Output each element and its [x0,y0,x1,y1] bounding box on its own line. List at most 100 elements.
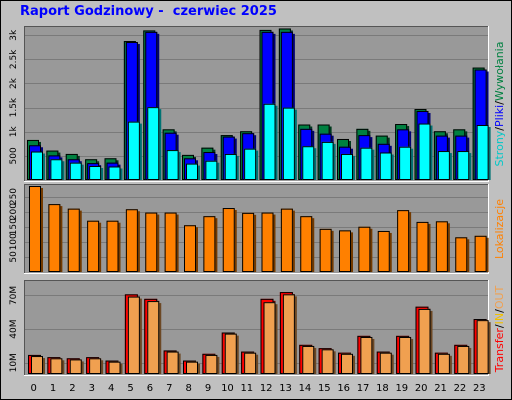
bar-transfer-out-shadow [314,347,317,374]
bar-requests-strony [186,163,200,180]
bar-requests-strony [302,146,317,181]
legend-entry: / [493,127,506,131]
y-tick-label-requests: 3k [9,29,19,41]
bar-transfer-out [31,356,45,374]
bar-transfer-out-edge [224,333,237,374]
legend-requests: Strony/Pliki/Wywołania [493,42,506,167]
bar-locations-lokalizacje-fill [125,209,138,272]
bar-requests-pliki-shadow [292,33,295,180]
bar-locations-lokalizacje-shadow [331,230,334,272]
bar-locations-lokalizacje-shadow [196,227,198,272]
bar-requests-strony-shadow [217,162,220,180]
bar-locations-lokalizacje-edge [455,237,468,273]
legend-locations: Lokalizacje [493,199,506,259]
bar-requests-strony [224,153,239,180]
bar-locations-lokalizacje [203,216,218,273]
bar-transfer-out-fill [69,359,82,374]
bar-transfer-out-fill [302,345,315,374]
bar-locations-lokalizacje [67,208,82,272]
bar-transfer-out-shadow [101,360,104,374]
bar-locations-lokalizacje [164,212,179,272]
y-tick-label-requests: 1k [9,125,19,137]
bar-requests-strony-edge [69,162,82,180]
x-tick-label-hour: 21 [434,383,447,394]
bar-requests-strony-shadow [469,153,472,180]
bar-locations-lokalizacje [358,226,373,273]
bar-transfer-out [108,361,123,375]
y-tick-label-locations: 100 [9,233,19,250]
legend-entry: OUT [493,285,506,309]
bar-locations-lokalizacje-shadow [312,218,315,272]
y-tick-label-requests: 2.5k [9,49,19,69]
bar-requests-strony-shadow [159,109,162,180]
x-tick-label-hour: 1 [50,383,56,394]
bar-requests-strony-fill [127,121,140,180]
bar-locations-lokalizacje [280,208,295,272]
legend-entry: Transfer [493,328,506,374]
bar-requests-strony-shadow [275,105,278,180]
bar-locations-lokalizacje-fill [280,208,293,272]
bar-locations-lokalizacje-shadow [389,232,392,272]
bar-transfer-out-fill [263,302,276,374]
bar-transfer-out-fill [379,352,392,374]
bar-locations-lokalizacje-shadow [428,223,431,272]
bar-locations-lokalizacje-shadow [370,228,373,272]
bar-locations-lokalizacje-shadow [467,239,470,272]
bar-transfer-out [127,296,142,374]
bar-locations-lokalizacje-fill [300,216,313,272]
bar-transfer-out [282,294,297,374]
bar-transfer-out [341,353,355,374]
bar-locations-lokalizacje-shadow [234,210,237,272]
bar-transfer-out-fill [50,358,63,374]
bar-requests-strony-shadow [81,164,84,180]
bar-transfer-out-edge [282,294,295,374]
bar-requests-strony-edge [166,150,179,180]
bar-transfer-out-fill [108,361,121,374]
bar-transfer-out-fill [321,349,334,374]
bar-locations-lokalizacje-shadow [79,210,82,272]
bar-locations-lokalizacje-edge [319,228,332,272]
bar-transfer-out-fill [418,308,431,374]
bar-requests-strony-edge [224,153,237,180]
bar-transfer-out-edge [399,336,412,375]
y-tick-label-locations: 150 [9,218,19,235]
bar-requests-strony-shadow [430,125,433,180]
bar-requests-strony [244,148,259,180]
bar-locations-lokalizacje-edge [29,186,41,272]
x-tick-label-hour: 15 [318,383,331,394]
bar-transfer-out-fill [186,361,198,374]
bar-requests-strony [31,151,45,180]
bar-requests-strony-fill [418,123,431,180]
x-tick-label-hour: 2 [69,383,75,394]
bar-locations-lokalizacje-fill [164,212,177,272]
bar-requests-strony-fill [302,146,315,180]
bar-requests-strony-edge [282,107,295,180]
bar-transfer-out-edge [108,361,121,375]
bar-locations-lokalizacje-edge [435,221,448,273]
bar-locations-lokalizacje-fill [242,212,255,272]
bar-transfer-out [302,345,317,375]
bar-locations-lokalizacje-fill [145,212,158,272]
bar-requests-strony-fill [186,163,198,180]
x-tick-label-hour: 11 [240,383,253,394]
bar-locations-lokalizacje-shadow [254,214,257,272]
bar-locations-lokalizacje-fill [455,237,468,272]
bar-requests-strony-fill [69,162,82,180]
bar-transfer-out-shadow [469,347,472,374]
bar-transfer-out-shadow [333,351,336,374]
bar-transfer-out-edge [302,345,315,375]
bar-locations-lokalizacje-fill [184,225,196,272]
bar-transfer-out-fill [360,336,373,374]
bar-transfer-out-shadow [449,355,452,374]
bar-locations-lokalizacje-fill [203,216,216,272]
bar-transfer-out [224,333,239,374]
bar-locations-lokalizacje-shadow [351,232,353,272]
plot-area-locations [24,184,489,274]
bar-locations-lokalizacje-shadow [273,214,276,272]
bar-requests-strony-edge [147,107,160,180]
bar-locations-lokalizacje-shadow [409,212,412,272]
bar-transfer-out-shadow [139,298,142,374]
bar-transfer-out [244,352,259,374]
bar-locations-lokalizacje-fill [377,230,390,272]
bar-locations-lokalizacje-fill [29,186,41,272]
